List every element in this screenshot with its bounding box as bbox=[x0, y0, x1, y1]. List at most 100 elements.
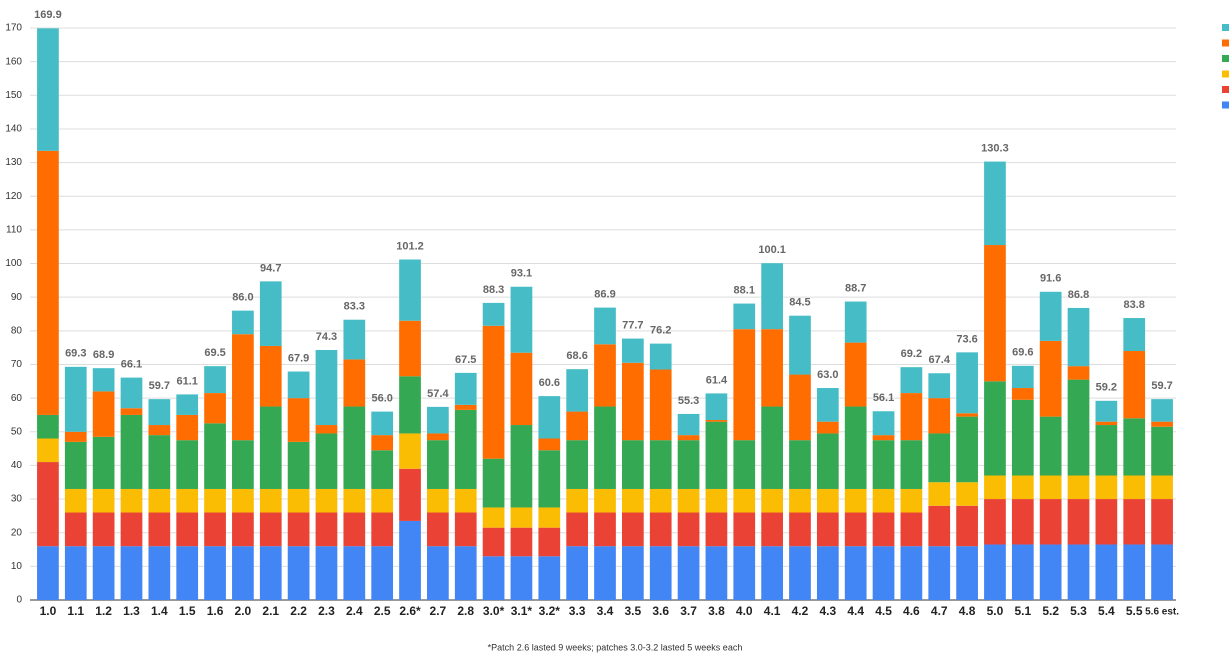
y-tick-label: 150 bbox=[5, 90, 22, 101]
x-tick-label: 4.1 bbox=[764, 604, 781, 618]
bar-segment bbox=[92, 546, 115, 600]
bar-segment bbox=[510, 507, 533, 528]
bar-segment bbox=[204, 488, 226, 513]
x-tick-label: 5.2 bbox=[1042, 604, 1059, 618]
bar-segment bbox=[1039, 475, 1062, 500]
bar-segment bbox=[232, 512, 254, 547]
total-label: 83.3 bbox=[344, 301, 365, 313]
bar-segment bbox=[1123, 475, 1146, 500]
total-label: 169.9 bbox=[34, 9, 62, 21]
bar-segment bbox=[1095, 421, 1118, 426]
bar-segment bbox=[538, 438, 561, 451]
x-tick-label: 3.4 bbox=[597, 604, 614, 618]
bar-segment bbox=[176, 414, 199, 441]
bar-segment bbox=[789, 315, 811, 375]
x-tick-label: 4.0 bbox=[736, 604, 753, 618]
y-tick-label: 60 bbox=[11, 393, 23, 404]
bar-segment bbox=[64, 512, 87, 547]
y-tick-label: 120 bbox=[5, 191, 22, 202]
bar-segment bbox=[984, 245, 1006, 382]
bar-segment bbox=[984, 381, 1006, 476]
bar-segment bbox=[64, 366, 87, 432]
bar-segment bbox=[1067, 307, 1090, 367]
x-tick-label: 5.0 bbox=[987, 604, 1004, 618]
bar-segment bbox=[1151, 426, 1173, 476]
total-label: 91.6 bbox=[1040, 273, 1061, 285]
bar-segment bbox=[148, 546, 171, 600]
bar-segment bbox=[900, 393, 923, 441]
bar-segment bbox=[1067, 544, 1090, 600]
bar-segment bbox=[677, 546, 700, 600]
bar-segment bbox=[761, 329, 783, 407]
bar-segment bbox=[92, 391, 115, 437]
total-label: 76.2 bbox=[650, 325, 671, 337]
bar-segment bbox=[148, 435, 171, 489]
legend-swatch bbox=[1222, 39, 1229, 47]
total-label: 59.2 bbox=[1096, 382, 1117, 394]
bar-segment bbox=[928, 398, 951, 434]
bar-segment bbox=[621, 512, 644, 547]
total-label: 130.3 bbox=[981, 142, 1009, 154]
bar-segment bbox=[454, 409, 477, 489]
bar-segment bbox=[120, 546, 143, 600]
bar-segment bbox=[427, 440, 449, 489]
bar-segment bbox=[287, 371, 310, 399]
x-tick-label: 2.1 bbox=[262, 604, 279, 618]
total-label: 60.6 bbox=[539, 377, 560, 389]
bar-segment bbox=[343, 319, 366, 360]
bar-segment bbox=[621, 488, 644, 513]
bar-segment bbox=[566, 369, 589, 412]
bar-segment bbox=[343, 512, 366, 547]
bar-segment bbox=[315, 512, 338, 547]
total-label: 68.6 bbox=[566, 350, 587, 362]
bar-segment bbox=[1095, 425, 1118, 476]
total-label: 88.1 bbox=[734, 284, 755, 296]
bar-segment bbox=[761, 488, 783, 513]
bar-segment bbox=[1011, 499, 1034, 545]
bar-segment bbox=[176, 488, 199, 513]
bar-segment bbox=[844, 488, 867, 513]
x-tick-label: 2.7 bbox=[430, 604, 447, 618]
bar-segment bbox=[1095, 544, 1118, 600]
bar-segment bbox=[371, 450, 394, 489]
bar-segment bbox=[705, 421, 728, 489]
bar-segment bbox=[399, 376, 421, 434]
bar-segment bbox=[928, 373, 951, 399]
bar-segment bbox=[315, 546, 338, 600]
bar-segment bbox=[510, 425, 533, 508]
bar-segment bbox=[1011, 388, 1034, 400]
bar-segment bbox=[594, 488, 616, 513]
bar-segment bbox=[482, 556, 505, 600]
bar-segment bbox=[315, 425, 338, 434]
bar-segment bbox=[844, 512, 867, 547]
x-tick-label: 1.6 bbox=[207, 604, 224, 618]
total-label: 77.7 bbox=[622, 319, 643, 331]
bar-segment bbox=[64, 488, 87, 513]
bar-segment bbox=[705, 393, 728, 420]
bar-segment bbox=[1067, 379, 1090, 476]
y-tick-label: 40 bbox=[11, 460, 23, 471]
bar-segment bbox=[566, 411, 589, 441]
bar-segment bbox=[789, 546, 811, 600]
bar-segment bbox=[371, 488, 394, 513]
bar-segment bbox=[705, 512, 728, 547]
bar-segment bbox=[454, 512, 477, 547]
bar-segment bbox=[1095, 475, 1118, 500]
bar-segment bbox=[176, 440, 199, 489]
bar-segment bbox=[1067, 475, 1090, 500]
bar-segment bbox=[454, 546, 477, 600]
bar-segment bbox=[872, 411, 895, 436]
bar-segment bbox=[1011, 475, 1034, 500]
bar-segment bbox=[956, 546, 978, 600]
bar-segment bbox=[566, 546, 589, 600]
x-tick-label: 3.5 bbox=[625, 604, 642, 618]
bar-segment bbox=[259, 488, 282, 513]
legend-swatch bbox=[1222, 86, 1229, 93]
bar-segment bbox=[816, 388, 839, 422]
bar-segment bbox=[64, 441, 87, 489]
bar-segment bbox=[120, 488, 143, 513]
bar-segment bbox=[259, 345, 282, 407]
total-label: 74.3 bbox=[316, 331, 337, 343]
total-label: 55.3 bbox=[678, 395, 699, 407]
x-tick-label: 3.2* bbox=[539, 604, 561, 618]
